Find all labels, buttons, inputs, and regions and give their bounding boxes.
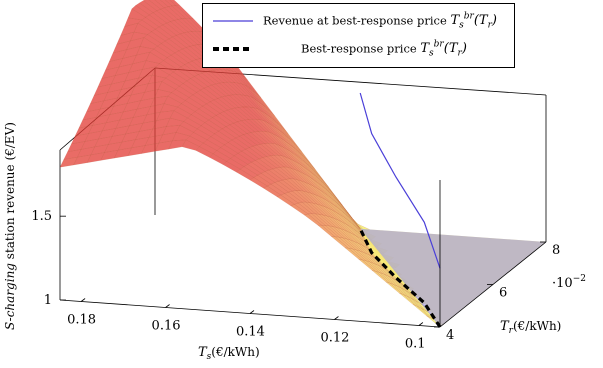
legend-math-best-response: Tsbr(Tr) xyxy=(420,40,467,59)
x-tick-mark xyxy=(249,310,255,314)
x-tick-mark xyxy=(418,322,424,326)
z-tick-label: 1.5 xyxy=(31,209,52,224)
x-tick-mark xyxy=(334,316,339,320)
y-axis-multiplier: ·10−2 xyxy=(552,274,586,291)
best-response-floor xyxy=(358,92,546,328)
x-axis-ticks: 0.18 0.16 0.14 0.12 0.1 xyxy=(67,298,426,352)
z-tick-label: 1 xyxy=(44,293,52,308)
revenue-curve-surface xyxy=(359,92,441,269)
x-axis-label: Ts(€/kWh) xyxy=(198,345,260,362)
z-axis-ticks: 11.5 xyxy=(31,209,66,308)
legend-label-revenue: Revenue at best-response price xyxy=(263,13,447,28)
y-axis-ticks: 4 6 8 xyxy=(434,241,560,343)
legend-math-revenue: Tsbr(Tr) xyxy=(450,12,497,31)
z-axis-label: S-charging station revenue (€/EV) xyxy=(3,122,17,330)
legend-line-solid xyxy=(213,20,253,22)
legend-entry-best-response: Best-response price Tsbr(Tr) xyxy=(203,38,514,64)
x-tick-mark xyxy=(165,304,170,308)
legend-label-best-response: Best-response price xyxy=(301,41,417,56)
surface xyxy=(59,0,445,328)
x-tick-label: 0.1 xyxy=(405,337,426,352)
legend-line-dashed xyxy=(213,47,253,51)
legend: Revenue at best-response price Tsbr(Tr) … xyxy=(202,3,515,68)
y-axis-label: Tr(€/kWh) xyxy=(500,319,561,336)
legend-entry-revenue: Revenue at best-response price Tsbr(Tr) xyxy=(203,10,514,36)
x-tick-label: 0.14 xyxy=(236,325,265,340)
x-tick-label: 0.18 xyxy=(67,313,96,328)
x-tick-mark xyxy=(80,298,86,302)
y-tick-label: 4 xyxy=(446,328,454,343)
x-tick-label: 0.12 xyxy=(320,331,349,346)
x-tick-label: 0.16 xyxy=(152,319,181,334)
surface-cell xyxy=(59,157,78,168)
floor-region-blue xyxy=(360,228,546,327)
y-tick-label: 6 xyxy=(499,286,507,301)
best-response-curve-floor xyxy=(358,228,442,328)
y-tick-label: 8 xyxy=(552,243,560,258)
